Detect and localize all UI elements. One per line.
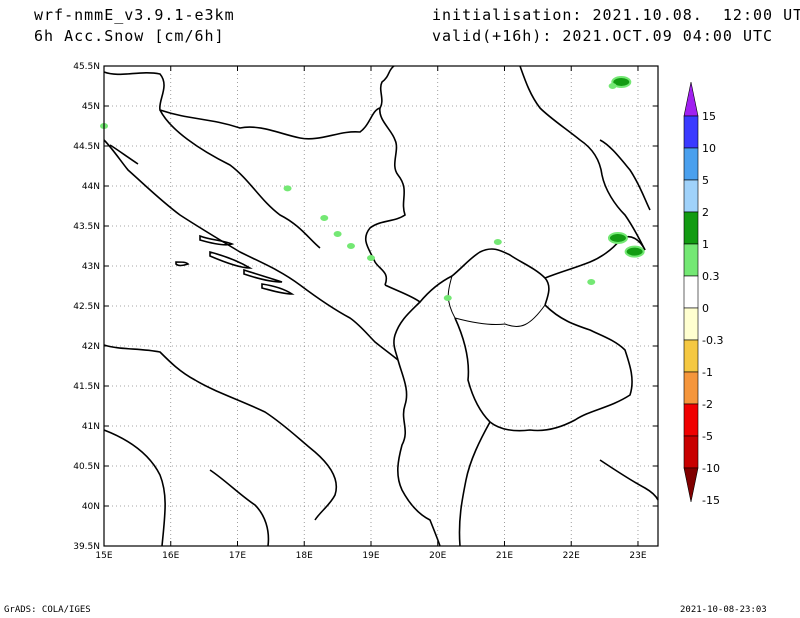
colorbar-segment — [683, 403, 699, 437]
colorbar-segment — [683, 371, 699, 405]
snow-patch — [443, 295, 452, 301]
colorbar-segment — [683, 275, 699, 309]
island-korcula — [243, 268, 283, 283]
snow-patch — [608, 83, 617, 89]
serbia-bulgaria-border — [544, 235, 646, 279]
croatia-bosnia-border — [103, 65, 395, 140]
colorbar-segment — [683, 435, 699, 469]
colorbar-segment — [683, 243, 699, 277]
y-tick-label: 43.5N — [73, 222, 100, 232]
y-tick-label: 41.5N — [73, 382, 100, 392]
albania-border — [393, 301, 421, 361]
island-mljet — [261, 283, 295, 295]
croatia-islands — [109, 144, 139, 165]
colorbar-segment — [683, 179, 699, 213]
greece-north-coast — [599, 459, 659, 501]
colorbar-label: -0.3 — [702, 334, 723, 347]
italy-inner — [209, 469, 270, 547]
colorbar-segment — [683, 211, 699, 245]
map-plot-area: 15E 16E 17E 18E 19E 20E 21E 22E 23E 45.5N 45N 44.5… — [73, 62, 659, 561]
colorbar-label: -5 — [702, 430, 713, 443]
colorbar-label: 10 — [702, 142, 716, 155]
snow-patch — [493, 239, 502, 245]
x-tick-label: 19E — [362, 551, 379, 561]
colorbar-top-arrow — [683, 81, 699, 117]
x-tick-label: 22E — [563, 551, 580, 561]
macedonia-border — [454, 304, 633, 432]
x-tick-label: 21E — [496, 551, 513, 561]
colorbar-segment — [683, 115, 699, 149]
snow-patch — [624, 245, 645, 258]
snow-patch — [607, 232, 628, 244]
romania-border — [599, 139, 651, 211]
color-bar-legend: 15 10 5 2 1 0.3 0 -0.3 -1 -2 -5 -10 -15 — [683, 81, 723, 507]
init-time: initialisation: 2021.10.08. 12:00 UTC — [432, 6, 800, 24]
y-tick-label: 42.5N — [73, 302, 100, 312]
italy-heel — [103, 429, 166, 547]
snow-patch — [283, 185, 292, 192]
colorbar-segment — [683, 339, 699, 373]
colorbar-label: -1 — [702, 366, 713, 379]
snow-patch — [587, 279, 596, 285]
island-hvar — [209, 250, 253, 269]
y-tick-label: 45.5N — [73, 62, 100, 72]
x-tick-label: 17E — [229, 551, 246, 561]
albania-coast — [397, 359, 441, 547]
coastlines-and-borders — [103, 65, 659, 547]
snow-patch — [366, 255, 375, 261]
colorbar-label: -10 — [702, 462, 720, 475]
greece-border — [458, 421, 491, 547]
valid-time: valid(+16h): 2021.OCT.09 04:00 UTC — [432, 27, 774, 45]
y-tick-label: 43N — [82, 262, 100, 272]
y-tick-label: 40.5N — [73, 462, 100, 472]
y-tick-label: 44.5N — [73, 142, 100, 152]
y-tick-labels: 45.5N 45N 44.5N 44N 43.5N 43N 42.5N 42N 41.5N 41N… — [73, 62, 658, 552]
danube-border — [519, 65, 646, 251]
colorbar-label: 1 — [702, 238, 709, 251]
x-tick-label: 20E — [429, 551, 446, 561]
model-name: wrf-nmmE_v3.9.1-e3km — [34, 6, 235, 24]
y-tick-label: 41N — [82, 422, 100, 432]
colorbar-label: -15 — [702, 494, 720, 507]
island-brac — [199, 234, 235, 246]
variable-title: 6h Acc.Snow [cm/6h] — [34, 27, 225, 45]
snow-areas — [100, 76, 645, 301]
y-tick-label: 42N — [82, 342, 100, 352]
colorbar-label: -2 — [702, 398, 713, 411]
y-tick-label: 45N — [82, 102, 100, 112]
colorbar-label: 15 — [702, 110, 716, 123]
x-tick-label: 18E — [296, 551, 313, 561]
footer-credit: GrADS: COLA/IGES — [4, 605, 91, 615]
snow-patch — [611, 76, 632, 88]
x-tick-label: 23E — [629, 551, 646, 561]
colorbar-label: 2 — [702, 206, 709, 219]
colorbar-bottom-arrow — [683, 467, 699, 503]
snow-patch — [346, 243, 355, 249]
island-small — [175, 261, 190, 267]
footer-timestamp: 2021-10-08-23:03 — [680, 605, 767, 615]
italy-coast — [103, 344, 337, 521]
drina-border — [365, 107, 406, 286]
y-tick-label: 39.5N — [73, 542, 100, 552]
adriatic-coast-north — [103, 139, 399, 361]
colorbar-label: 0.3 — [702, 270, 720, 283]
colorbar-label: 5 — [702, 174, 709, 187]
x-tick-label: 16E — [162, 551, 179, 561]
x-tick-labels: 15E 16E 17E 18E 19E 20E 21E 22E 23E — [95, 66, 647, 561]
colorbar-segment — [683, 147, 699, 181]
bosnia-west-border — [159, 109, 321, 249]
y-tick-label: 44N — [82, 182, 100, 192]
snow-patch — [320, 215, 329, 221]
colorbar-segment — [683, 307, 699, 341]
snow-patch — [333, 231, 342, 237]
colorbar-label: 0 — [702, 302, 709, 315]
x-tick-label: 15E — [95, 551, 112, 561]
y-tick-label: 40N — [82, 502, 100, 512]
